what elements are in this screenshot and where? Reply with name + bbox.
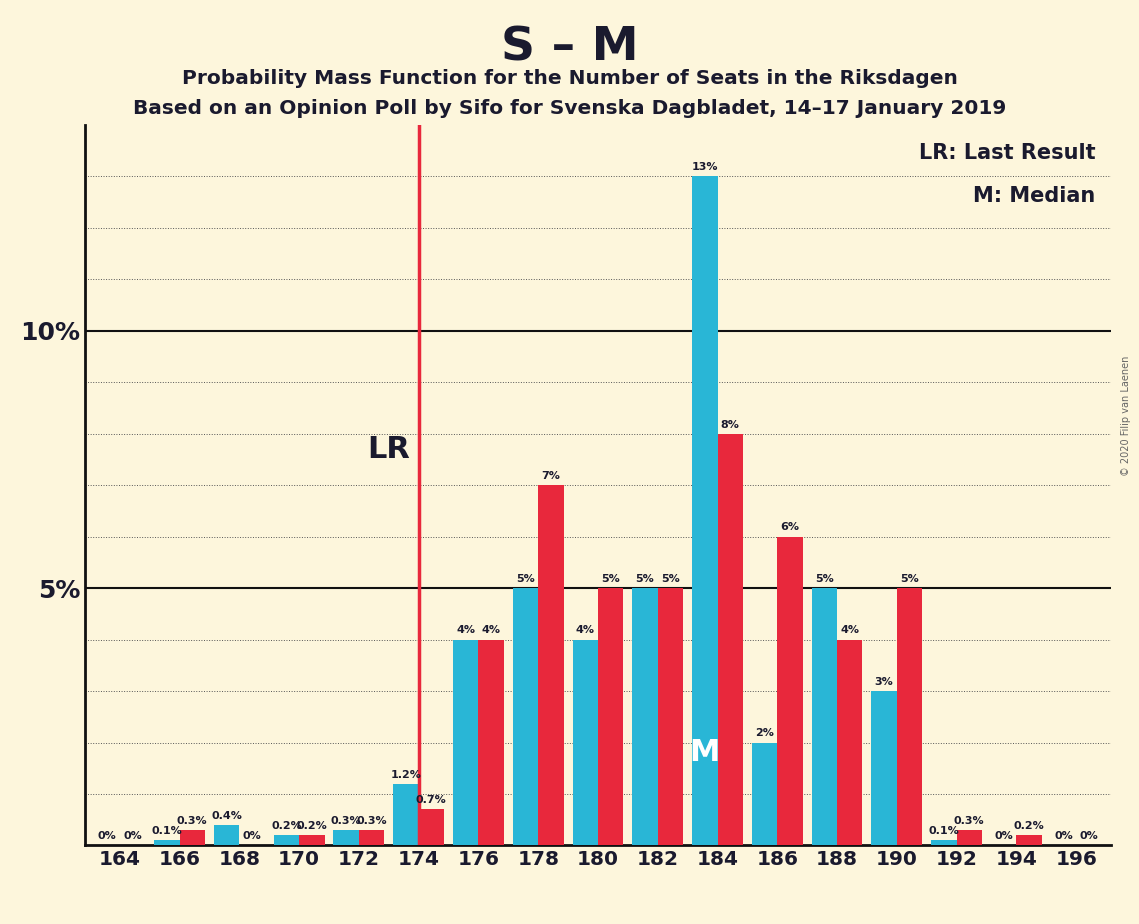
- Bar: [453, 639, 478, 845]
- Bar: [932, 840, 957, 845]
- Text: 6%: 6%: [780, 522, 800, 532]
- Text: 0.3%: 0.3%: [177, 816, 207, 826]
- Bar: [718, 433, 743, 845]
- Text: 0.2%: 0.2%: [296, 821, 327, 831]
- Bar: [334, 830, 359, 845]
- Text: 13%: 13%: [691, 162, 718, 172]
- Text: 4%: 4%: [576, 626, 595, 636]
- Bar: [693, 176, 718, 845]
- Text: 1.2%: 1.2%: [391, 770, 421, 780]
- Text: 5%: 5%: [516, 574, 535, 584]
- Bar: [957, 830, 982, 845]
- Text: 5%: 5%: [601, 574, 620, 584]
- Text: 2%: 2%: [755, 728, 775, 738]
- Text: 0.4%: 0.4%: [211, 810, 243, 821]
- Bar: [513, 588, 539, 845]
- Bar: [214, 825, 239, 845]
- Text: LR: LR: [367, 434, 410, 464]
- Bar: [478, 639, 503, 845]
- Bar: [273, 835, 300, 845]
- Text: 5%: 5%: [816, 574, 834, 584]
- Text: M: Median: M: Median: [973, 186, 1096, 206]
- Text: LR: Last Result: LR: Last Result: [918, 143, 1096, 163]
- Text: 4%: 4%: [482, 626, 501, 636]
- Text: 4%: 4%: [457, 626, 475, 636]
- Text: 0%: 0%: [98, 832, 116, 842]
- Text: 3%: 3%: [875, 677, 893, 687]
- Bar: [393, 784, 419, 845]
- Text: 0%: 0%: [243, 832, 262, 842]
- Text: Probability Mass Function for the Number of Seats in the Riksdagen: Probability Mass Function for the Number…: [181, 69, 958, 89]
- Text: 0.2%: 0.2%: [271, 821, 302, 831]
- Text: 4%: 4%: [841, 626, 859, 636]
- Bar: [896, 588, 923, 845]
- Bar: [419, 809, 444, 845]
- Text: 5%: 5%: [900, 574, 919, 584]
- Text: 8%: 8%: [721, 419, 739, 430]
- Text: 0.3%: 0.3%: [330, 816, 361, 826]
- Bar: [657, 588, 683, 845]
- Text: 0%: 0%: [1080, 832, 1098, 842]
- Text: Based on an Opinion Poll by Sifo for Svenska Dagbladet, 14–17 January 2019: Based on an Opinion Poll by Sifo for Sve…: [133, 99, 1006, 118]
- Text: 0.3%: 0.3%: [357, 816, 387, 826]
- Bar: [598, 588, 623, 845]
- Bar: [539, 485, 564, 845]
- Bar: [300, 835, 325, 845]
- Text: 5%: 5%: [661, 574, 680, 584]
- Bar: [632, 588, 657, 845]
- Bar: [871, 691, 896, 845]
- Bar: [180, 830, 205, 845]
- Bar: [812, 588, 837, 845]
- Text: 0.3%: 0.3%: [954, 816, 984, 826]
- Text: 7%: 7%: [541, 471, 560, 481]
- Bar: [752, 743, 777, 845]
- Text: M: M: [689, 738, 720, 767]
- Text: 0.1%: 0.1%: [928, 826, 959, 836]
- Bar: [777, 537, 803, 845]
- Bar: [837, 639, 862, 845]
- Text: 0.7%: 0.7%: [416, 796, 446, 806]
- Text: 0%: 0%: [123, 832, 142, 842]
- Bar: [573, 639, 598, 845]
- Text: 0.2%: 0.2%: [1014, 821, 1044, 831]
- Bar: [1016, 835, 1042, 845]
- Text: 5%: 5%: [636, 574, 655, 584]
- Text: 0%: 0%: [994, 832, 1013, 842]
- Text: 0%: 0%: [1054, 832, 1073, 842]
- Bar: [359, 830, 384, 845]
- Text: © 2020 Filip van Laenen: © 2020 Filip van Laenen: [1121, 356, 1131, 476]
- Bar: [154, 840, 180, 845]
- Text: S – M: S – M: [501, 26, 638, 71]
- Text: 0.1%: 0.1%: [151, 826, 182, 836]
